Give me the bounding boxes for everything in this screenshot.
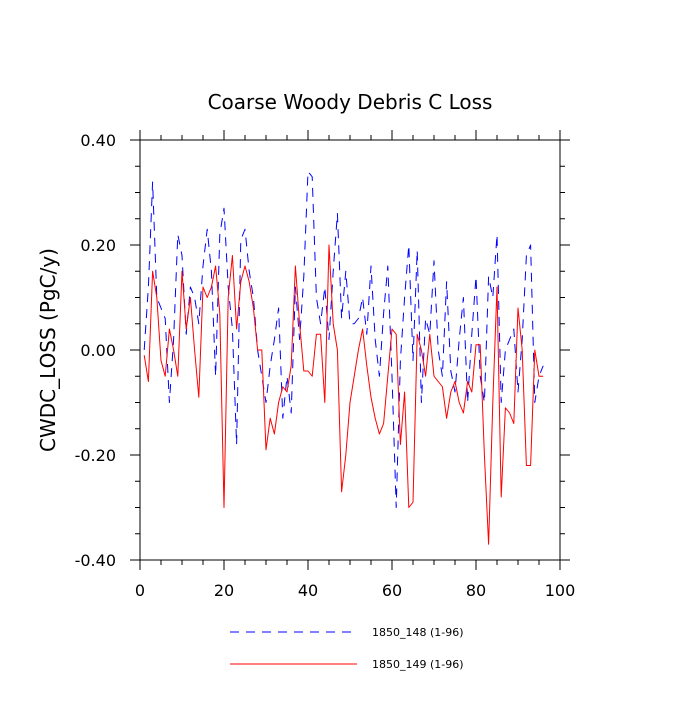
ticks-layer — [130, 130, 570, 570]
x-tick-label: 40 — [298, 581, 318, 600]
y-tick-label: 0.40 — [80, 131, 116, 150]
plot-frame — [139, 139, 561, 561]
series-layer — [143, 171, 544, 545]
x-tick-label: 20 — [214, 581, 234, 600]
x-tick-label: 80 — [466, 581, 486, 600]
series-line-2 — [143, 244, 544, 545]
legend-label-2: 1850_149 (1-96) — [372, 658, 464, 671]
y-tick-label: -0.20 — [75, 446, 116, 465]
series-line-1 — [143, 171, 544, 508]
y-tick-label: -0.40 — [75, 551, 116, 570]
legend: 1850_148 (1-96) 1850_149 (1-96) — [230, 626, 464, 671]
tick-labels-layer: 0 20 40 60 80 100 -0.40 -0.20 0.00 0.20 0.40 — [75, 131, 576, 600]
x-tick-label: 100 — [545, 581, 576, 600]
y-axis-label: CWDC_LOSS (PgC/y) — [36, 248, 60, 452]
y-tick-label: 0.20 — [80, 236, 116, 255]
chart-title: Coarse Woody Debris C Loss — [208, 90, 493, 114]
y-tick-label: 0.00 — [80, 341, 116, 360]
x-tick-label: 60 — [382, 581, 402, 600]
x-tick-label: 0 — [135, 581, 145, 600]
legend-label-1: 1850_148 (1-96) — [372, 626, 464, 639]
